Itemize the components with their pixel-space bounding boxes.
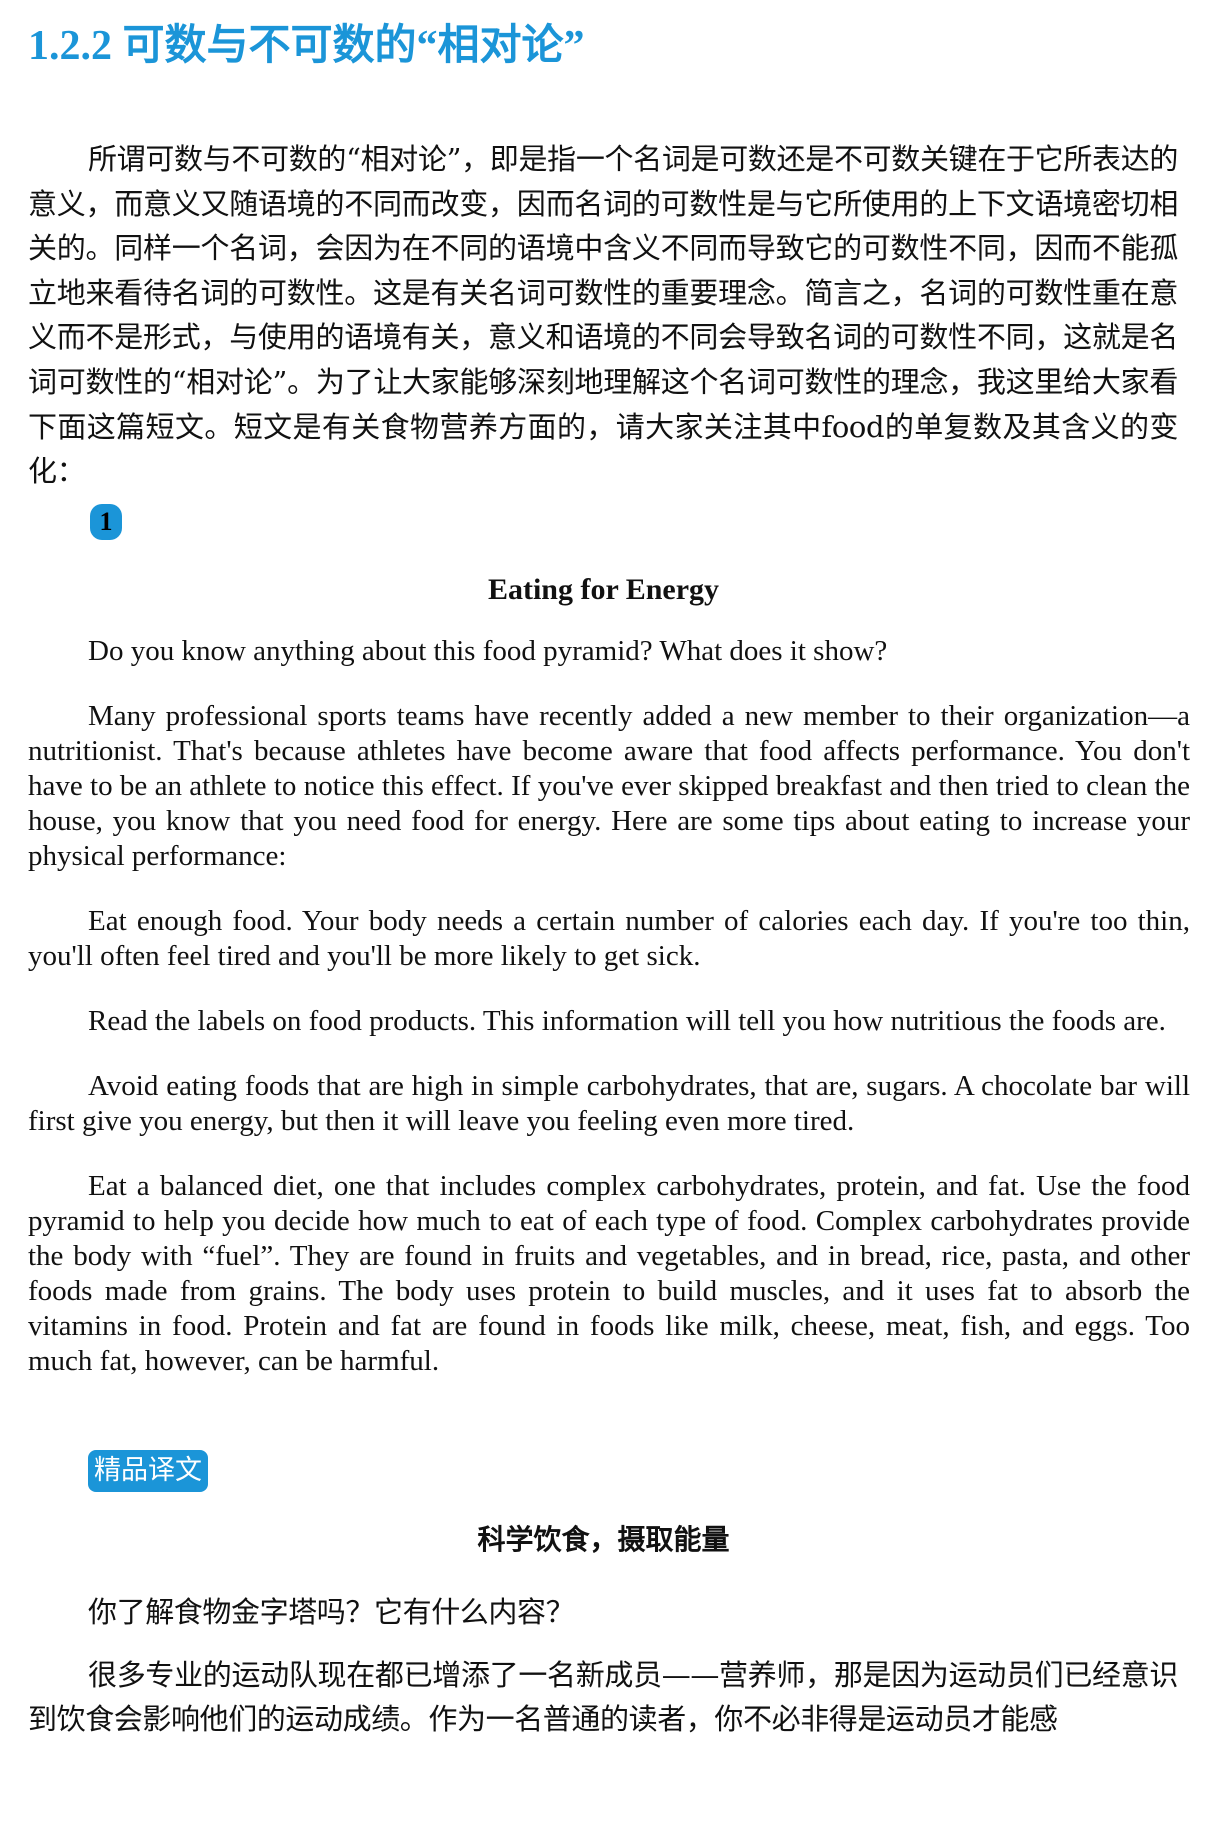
passage-paragraph: Many professional sports teams have rece… xyxy=(28,700,1190,872)
passage-paragraph: Do you know anything about this food pyr… xyxy=(88,635,888,667)
translation-title: 科学饮食，摄取能量 xyxy=(477,1523,730,1556)
translation-body: 你了解食物金字塔吗？它有什么内容？ 很多专业的运动队现在都已增添了一名新成员——… xyxy=(28,1590,1178,1760)
passage-number-badge: 1 xyxy=(90,504,122,540)
passage-title: Eating for Energy xyxy=(487,573,720,606)
section-heading: 1.2.2 可数与不可数的“相对论” xyxy=(28,23,585,69)
passage-paragraph: Avoid eating foods that are high in simp… xyxy=(28,1070,1190,1137)
translation-badge: 精品译文 xyxy=(88,1450,208,1492)
translation-paragraph: 你了解食物金字塔吗？它有什么内容？ xyxy=(88,1595,575,1629)
translation-paragraph: 很多专业的运动队现在都已增添了一名新成员——营养师，那是因为运动员们已经意识到饮… xyxy=(28,1657,1178,1737)
passage-paragraph: Eat a balanced diet, one that includes c… xyxy=(28,1170,1190,1377)
passage-paragraph: Read the labels on food products. This i… xyxy=(88,1005,1166,1037)
passage-body: Do you know anything about this food pyr… xyxy=(28,634,1190,1409)
passage-paragraph: Eat enough food. Your body needs a certa… xyxy=(28,905,1190,972)
intro-paragraph: 所谓可数与不可数的“相对论”，即是指一个名词是可数还是不可数关键在于它所表达的意… xyxy=(28,142,1178,489)
